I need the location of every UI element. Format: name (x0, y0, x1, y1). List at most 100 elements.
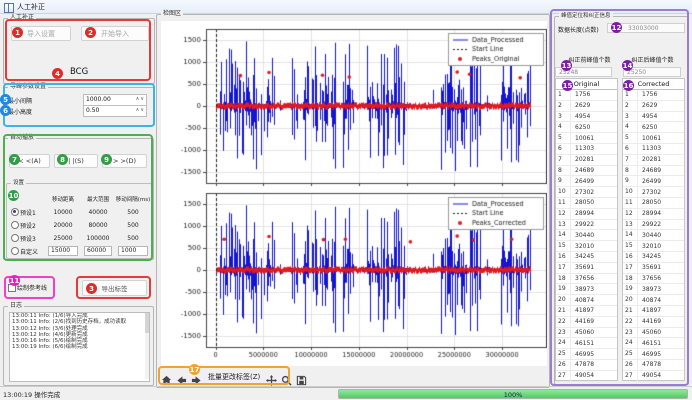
table-row[interactable]: 10 27302 (623, 187, 684, 198)
table-row[interactable]: 8 24689 (556, 165, 617, 177)
table-row[interactable]: 17 35691 (623, 262, 684, 274)
table-row[interactable]: 18 37656 (556, 273, 617, 285)
table-row[interactable]: 26 47878 (623, 359, 684, 371)
spin-updown-icon[interactable]: ∧∨ (135, 96, 145, 102)
table-row[interactable]: 6 11303 (623, 143, 684, 155)
forward-icon[interactable] (191, 371, 202, 385)
preset-table-header: 移动距离 最大范围 移动间隔(ms) (7, 195, 151, 203)
table-row[interactable]: 19 38973 (623, 284, 684, 296)
table-row[interactable]: 14 30440 (623, 230, 684, 242)
table-row[interactable]: 15 32010 (623, 241, 684, 252)
preset-value: 25000 (53, 234, 73, 242)
progress-value: 100% (503, 391, 523, 399)
preset-row-预设3: 预设3 25000 100000 500 (7, 232, 151, 244)
export-labels-button[interactable]: 导出标签 (82, 280, 147, 296)
table-row[interactable]: 15 32010 (556, 241, 617, 252)
row-index: 23 (556, 327, 571, 338)
table-row[interactable]: 22 44169 (623, 316, 684, 328)
table-row[interactable]: 17 35691 (556, 262, 617, 274)
table-row[interactable]: 24 46151 (623, 338, 684, 350)
row-index: 16 (556, 251, 571, 262)
peak-value: 35691 (575, 264, 595, 272)
table-row[interactable]: 26 47878 (556, 359, 617, 371)
radio-预设2[interactable] (11, 221, 19, 229)
table-row[interactable]: 1 1756 (623, 90, 684, 101)
table-row[interactable]: 2 2629 (556, 100, 617, 112)
table-row[interactable]: 11 28050 (556, 197, 617, 209)
table-row[interactable]: 7 20281 (623, 154, 684, 166)
table-row[interactable]: 7 20281 (556, 154, 617, 166)
table-row[interactable]: 12 28994 (556, 208, 617, 220)
save-icon[interactable] (296, 371, 307, 386)
table-row[interactable]: 8 24689 (623, 165, 684, 177)
table-row[interactable]: 19 38973 (556, 284, 617, 296)
row-index: 1 (556, 90, 571, 100)
table-row[interactable]: 18 37656 (623, 273, 684, 285)
pan-icon[interactable] (266, 371, 278, 386)
table-row[interactable]: 27 49054 (623, 370, 684, 382)
table-row[interactable]: 3 4954 (556, 111, 617, 123)
table-row[interactable]: 25 46995 (623, 349, 684, 360)
table-row[interactable]: 21 41897 (623, 305, 684, 317)
table-row[interactable]: 2 2629 (623, 100, 684, 112)
table-row[interactable]: 13 29922 (623, 219, 684, 231)
radio-预设3[interactable] (11, 234, 19, 242)
min-height-spinbox[interactable]: 0.50 ∧∨ (83, 105, 147, 117)
table-row[interactable]: 20 40874 (556, 295, 617, 306)
original-peaks-table[interactable]: Original 1 1756 2 2629 3 4954 4 6250 5 10061 6 1130… (555, 78, 618, 382)
table-row[interactable]: 4 6250 (623, 122, 684, 134)
row-index: 7 (556, 154, 571, 165)
table-row[interactable]: 23 45060 (623, 327, 684, 339)
table-row[interactable]: 24 46151 (556, 338, 617, 350)
home-icon[interactable] (161, 371, 172, 386)
table-row[interactable]: 4 6250 (556, 122, 617, 134)
annotation-badge-6: 6 (0, 105, 11, 116)
table-row[interactable]: 27 49054 (556, 370, 617, 382)
table-row[interactable]: 16 34245 (556, 251, 617, 263)
table-row[interactable]: 21 41897 (556, 305, 617, 317)
back-icon[interactable] (176, 371, 187, 385)
table-row[interactable]: 25 46995 (556, 349, 617, 360)
custom-value-input[interactable]: 1000 (118, 246, 148, 256)
radio-自定义[interactable] (11, 247, 19, 255)
row-index: 26 (623, 359, 638, 370)
radio-预设1[interactable] (11, 208, 19, 216)
row-index: 19 (623, 284, 638, 295)
table-row[interactable]: 1 1756 (556, 90, 617, 101)
table-row[interactable]: 16 34245 (623, 251, 684, 263)
table-row[interactable]: 10 27302 (556, 187, 617, 198)
table-row[interactable]: 11 28050 (623, 197, 684, 209)
table-row[interactable]: 22 44169 (556, 316, 617, 328)
custom-value-input[interactable]: 60000 (84, 246, 112, 256)
annotation-badge-7: 7 (9, 154, 20, 165)
table-row[interactable]: 3 4954 (623, 111, 684, 123)
table-row[interactable]: 9 26499 (623, 176, 684, 188)
log-scrollbar[interactable] (145, 313, 149, 379)
table-row[interactable]: 12 28994 (623, 208, 684, 220)
table-row[interactable]: 5 10061 (623, 133, 684, 144)
table-row[interactable]: 9 26499 (556, 176, 617, 188)
min-interval-label: 最小间隔 (8, 98, 33, 105)
custom-value-input[interactable]: 15000 (48, 246, 78, 256)
peak-value: 45060 (642, 328, 662, 336)
row-index: 11 (556, 197, 571, 208)
spin-updown-icon[interactable]: ∧∨ (135, 107, 145, 113)
table-row[interactable]: 5 10061 (556, 133, 617, 144)
peak-value: 1756 (642, 91, 658, 99)
table-row[interactable]: 6 11303 (556, 143, 617, 155)
peaks-after-field: 25250 (623, 67, 681, 77)
start-import-button[interactable]: 开始导入 (81, 26, 149, 41)
row-index: 21 (556, 305, 571, 316)
corrected-peaks-table[interactable]: Corrected 1 1756 2 2629 3 4954 4 6250 5 10061 6 113… (622, 78, 685, 382)
table-row[interactable]: 20 40874 (623, 295, 684, 306)
peak-value: 44169 (575, 318, 595, 326)
table-row[interactable]: 14 30440 (556, 230, 617, 242)
zoom-icon[interactable] (281, 371, 292, 386)
table-row[interactable]: 13 29922 (556, 219, 617, 231)
import-settings-button[interactable]: 导入设置 (11, 26, 71, 41)
table-row[interactable]: 23 45060 (556, 327, 617, 339)
signal-charts-canvas[interactable] (161, 21, 547, 366)
batch-edit-labels-button[interactable]: 批量更改标签(Z) (208, 372, 261, 381)
preset-value: 80000 (88, 221, 108, 229)
log-list[interactable]: 13:00:11 Info: (1/6)导入完成 13:00:11 Info: (… (9, 312, 150, 382)
